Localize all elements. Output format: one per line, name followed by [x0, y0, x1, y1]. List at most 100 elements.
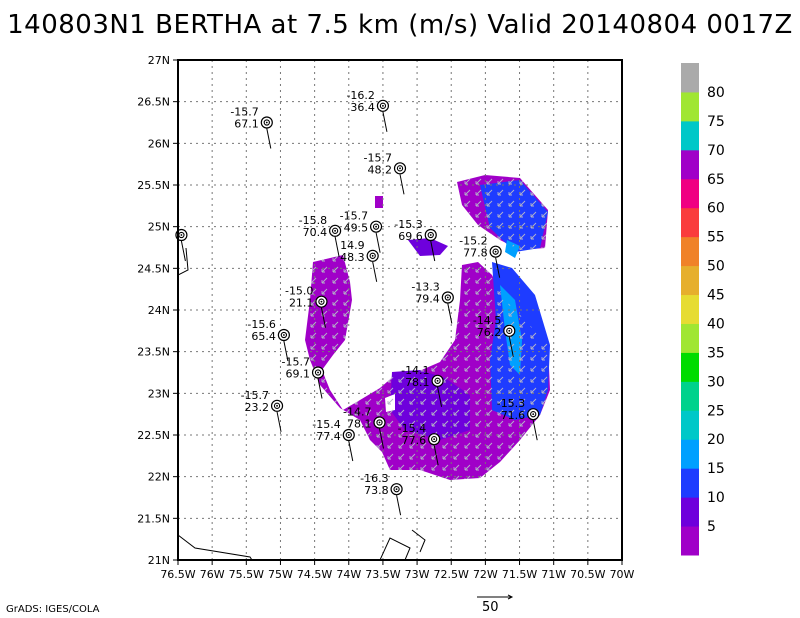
- observation-marker: -15.769.1: [282, 356, 325, 399]
- observation-temp: -13.3: [411, 281, 439, 294]
- observation-marker: -16.236.4: [346, 89, 390, 132]
- colorbar-label: 45: [707, 288, 725, 304]
- x-tick-label: 76W: [200, 568, 225, 581]
- colorbar-swatch: [681, 149, 699, 180]
- wind-barb: [433, 445, 439, 466]
- x-tick-label: 72.5W: [434, 568, 469, 581]
- sonde-symbol-inner: [393, 486, 400, 493]
- observation-temp: -15.7: [340, 210, 368, 223]
- colorbar-label: 60: [707, 201, 725, 217]
- observation-speed: 36.4: [350, 101, 375, 114]
- x-tick-label: 76.5W: [160, 568, 195, 581]
- y-tick-label: 23.5N: [137, 346, 170, 359]
- x-tick-label: 74.5W: [297, 568, 332, 581]
- observation-speed: 69.1: [286, 368, 311, 381]
- observation-temp: 14.9: [340, 239, 365, 252]
- observation-temp: -14.1: [401, 364, 429, 377]
- sonde-symbol-inner: [331, 227, 339, 234]
- observation-temp: -15.6: [247, 318, 275, 331]
- sonde-symbol-inner: [376, 419, 383, 426]
- observation-speed: 77.8: [463, 247, 488, 260]
- observation-temp: -15.3: [497, 397, 525, 410]
- observation-temp: -14.7: [343, 406, 371, 419]
- wind-barb: [334, 236, 340, 257]
- colorbar-label: 75: [707, 114, 725, 130]
- y-tick-label: 26.5N: [137, 96, 170, 109]
- observation-speed: 76.2: [477, 326, 502, 339]
- sonde-symbol-dot: [446, 296, 449, 299]
- sonde-symbol-dot: [395, 488, 398, 491]
- observation-temp: -15.0: [285, 285, 313, 298]
- map-grid: [178, 59, 622, 560]
- y-tick-label: 22N: [148, 471, 170, 484]
- coastline: [178, 247, 426, 560]
- sonde-symbol-inner: [345, 431, 352, 439]
- x-tick-label: 73.5W: [365, 568, 400, 581]
- x-tick-label: 73W: [405, 568, 430, 581]
- observation-temp: -15.7: [282, 356, 310, 369]
- observation-marker: -15.477.6: [398, 422, 441, 466]
- wind-barb: [266, 128, 272, 149]
- y-tick-label: 21N: [148, 554, 170, 567]
- observation-marker: -15.369.6: [394, 218, 437, 262]
- sonde-symbol-inner: [396, 165, 404, 172]
- sonde-symbol-dot: [347, 434, 350, 436]
- sonde-symbol-inner: [314, 369, 322, 376]
- y-axis-ticks: 21N 21.5N 22N 22.5N 23N 23.5N 24N 24.5N 25N 25.5N…: [137, 54, 178, 567]
- sonde-symbol-dot: [382, 104, 384, 107]
- wind-barb: [495, 257, 501, 278]
- observation-speed: 73.8: [364, 484, 389, 497]
- colorbar-swatch: [681, 439, 699, 469]
- y-tick-label: 25N: [148, 221, 170, 234]
- observation-speed: 48.3: [340, 251, 365, 264]
- colorbar-swatch: [681, 63, 699, 93]
- observation-temp: -15.3: [394, 218, 422, 231]
- observation-speed: 69.6: [398, 230, 423, 243]
- y-tick-label: 25.5N: [137, 179, 170, 192]
- observation-speed: 78.1: [405, 376, 430, 389]
- x-tick-label: 75.5W: [229, 568, 264, 581]
- sonde-symbol-dot: [375, 225, 377, 228]
- wind-barb: [317, 378, 323, 399]
- colorbar-label: 20: [707, 432, 725, 448]
- observation-temp: -15.7: [241, 389, 269, 402]
- map-title: 140803N1 BERTHA at 7.5 km (m/s) Valid 20…: [7, 10, 793, 40]
- wind-barb: [375, 232, 381, 253]
- reference-vector-label: 50: [482, 600, 499, 615]
- observation-marker: 14.948.3: [340, 239, 379, 282]
- observation-temp: -15.2: [459, 235, 487, 248]
- y-tick-label: 26N: [148, 137, 170, 150]
- observation-speed: 71.6: [501, 409, 526, 422]
- colorbar-swatch: [681, 265, 699, 296]
- sonde-symbol-inner: [369, 252, 376, 259]
- wind-barb: [532, 420, 538, 441]
- sonde-symbol-inner: [427, 231, 434, 239]
- colorbar-label: 50: [707, 259, 725, 275]
- sonde-symbol-inner: [444, 294, 451, 301]
- colorbar-label: 65: [707, 172, 725, 188]
- y-tick-label: 23N: [148, 387, 170, 400]
- colorbar-swatch: [681, 410, 699, 440]
- credit-text: GrADS: IGES/COLA: [6, 604, 100, 615]
- sonde-symbol-dot: [508, 329, 511, 332]
- observation-temp: -15.7: [230, 106, 258, 119]
- sonde-symbol-inner: [431, 436, 438, 443]
- x-tick-label: 72W: [473, 568, 498, 581]
- x-axis-ticks: 76.5W 76W 75.5W 75W 74.5W 74W 73.5W 73W 72.5W 72W…: [160, 560, 635, 581]
- wind-barb: [348, 440, 354, 462]
- colorbar-swatch: [681, 497, 699, 527]
- sonde-symbol-dot: [399, 167, 401, 170]
- colorbar-label: 5: [707, 519, 716, 535]
- observation-marker: -15.749.5: [340, 210, 383, 253]
- observation-temp: -15.8: [299, 214, 327, 227]
- colorbar-swatch: [681, 236, 699, 267]
- sonde-symbol-dot: [433, 438, 436, 441]
- observation-speed: 78.1: [347, 418, 372, 431]
- colorbar-label: 55: [707, 230, 725, 246]
- colorbar-swatch: [681, 323, 699, 353]
- wind-barb: [283, 340, 289, 362]
- colorbar-label: 80: [707, 85, 725, 101]
- x-tick-label: 75W: [268, 568, 293, 581]
- y-tick-label: 22.5N: [137, 429, 170, 442]
